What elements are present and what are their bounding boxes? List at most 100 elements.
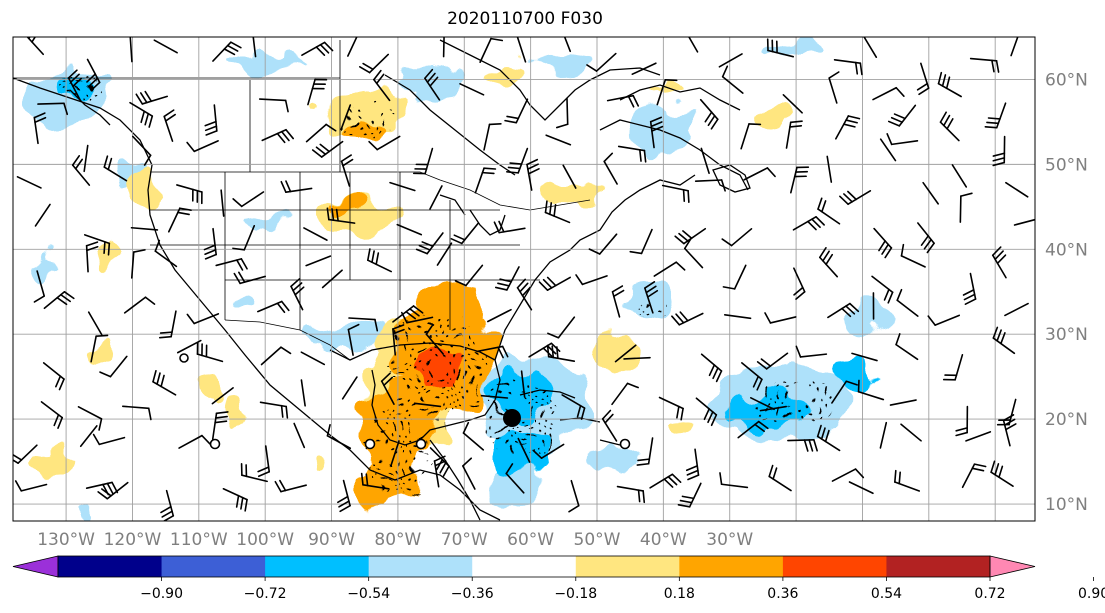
colorbar-tick-label: 0.36 — [767, 586, 798, 602]
wind-barb — [872, 86, 905, 101]
wind-barb — [718, 53, 743, 68]
wind-barb — [222, 487, 248, 512]
wind-barb — [204, 104, 218, 136]
wind-barb — [479, 37, 504, 64]
wind-barb — [816, 424, 841, 452]
wind-barb — [480, 394, 509, 399]
wind-barb — [16, 176, 42, 189]
wind-barb — [737, 420, 769, 439]
wind-barb — [131, 135, 152, 166]
wind-barb — [476, 345, 509, 359]
wind-barb — [699, 98, 719, 130]
wind-barb — [340, 104, 352, 131]
wind-barb — [424, 68, 441, 101]
wind-barb — [37, 102, 69, 116]
wind-barb — [366, 248, 392, 273]
wind-barb — [817, 197, 841, 225]
wind-barb — [429, 185, 443, 210]
wind-barb — [889, 399, 917, 406]
longitude-label: 100°W — [236, 530, 294, 550]
positive-area — [594, 329, 639, 374]
wind-barb — [360, 472, 390, 490]
wind-barb — [544, 200, 571, 224]
wind-barb — [462, 421, 485, 451]
wind-barb — [831, 380, 858, 404]
wind-barb — [992, 326, 1016, 355]
wind-barb — [303, 227, 328, 241]
wind-barb — [724, 314, 752, 320]
wind-barb — [97, 481, 129, 500]
wind-barb — [671, 311, 704, 326]
wind-barb — [42, 362, 65, 391]
wind-barb — [178, 434, 211, 449]
wind-barb — [768, 464, 792, 492]
wind-barb — [259, 401, 289, 419]
positive-area — [337, 199, 366, 214]
wind-barbs — [13, 37, 1035, 521]
wind-barb — [568, 479, 580, 513]
colorbar-tick-label: 0.18 — [664, 586, 695, 602]
latitude-label: 20°N — [1045, 410, 1088, 430]
colorbar-tick-label: −0.72 — [244, 586, 287, 602]
wind-barb — [86, 58, 101, 92]
wind-barb — [211, 387, 234, 405]
wind-barb — [311, 140, 344, 158]
wind-barb — [256, 300, 290, 314]
wind-barb — [389, 181, 416, 192]
wind-barb — [900, 243, 926, 268]
wind-barb — [257, 445, 271, 478]
wind-barb — [176, 184, 203, 205]
wind-barb — [555, 97, 569, 129]
wind-barb — [261, 128, 295, 144]
wind-barb — [211, 411, 229, 440]
wind-barb — [412, 147, 434, 175]
map-title: 2020110700 F030 — [447, 9, 603, 29]
latitude-label: 30°N — [1045, 325, 1088, 345]
wind-barb — [43, 290, 75, 310]
colorbar-extend-high — [989, 555, 1036, 578]
colorbar-segment — [782, 556, 887, 577]
wind-barb — [347, 323, 360, 356]
wind-barb — [827, 302, 860, 319]
wind-barb — [516, 278, 533, 311]
wind-barb — [516, 37, 527, 63]
wind-barb — [390, 440, 400, 467]
longitude-label: 80°W — [374, 530, 421, 550]
colorbar-segment — [161, 556, 266, 577]
wind-barb — [203, 227, 217, 260]
wind-barb — [154, 239, 178, 268]
wind-barb — [965, 431, 992, 442]
wind-barb — [67, 69, 83, 102]
latitude-label: 50°N — [1045, 155, 1088, 175]
colorbar-tick-label: 0.54 — [871, 586, 902, 602]
wind-barb — [562, 164, 577, 189]
wind-barb — [722, 264, 747, 290]
wind-barb — [505, 463, 525, 494]
wind-barb — [631, 62, 657, 76]
wind-barb — [629, 228, 653, 255]
wind-barb — [658, 396, 684, 421]
positive-area — [95, 237, 116, 278]
wind-barb — [653, 261, 686, 277]
wind-barb — [348, 317, 379, 332]
negative-area — [853, 297, 898, 338]
positive-area — [538, 175, 603, 204]
wind-barb — [92, 433, 126, 446]
wind-barb — [186, 313, 220, 325]
wind-barb — [85, 241, 99, 273]
wind-barb — [307, 78, 328, 106]
wind-barb — [721, 228, 753, 247]
wind-barb — [532, 443, 565, 459]
wind-barb — [153, 39, 178, 54]
wind-barb — [341, 376, 358, 400]
wind-barb — [1005, 181, 1029, 198]
wind-barb — [450, 222, 480, 245]
wind-barb — [611, 285, 625, 318]
wind-barb — [848, 481, 874, 495]
wind-barb — [688, 37, 699, 53]
colorbar-tick-label: −0.54 — [347, 586, 390, 602]
station-markers — [179, 353, 631, 450]
wind-barb — [123, 296, 156, 314]
wind-barb — [992, 135, 1006, 167]
wind-barb — [563, 37, 572, 53]
